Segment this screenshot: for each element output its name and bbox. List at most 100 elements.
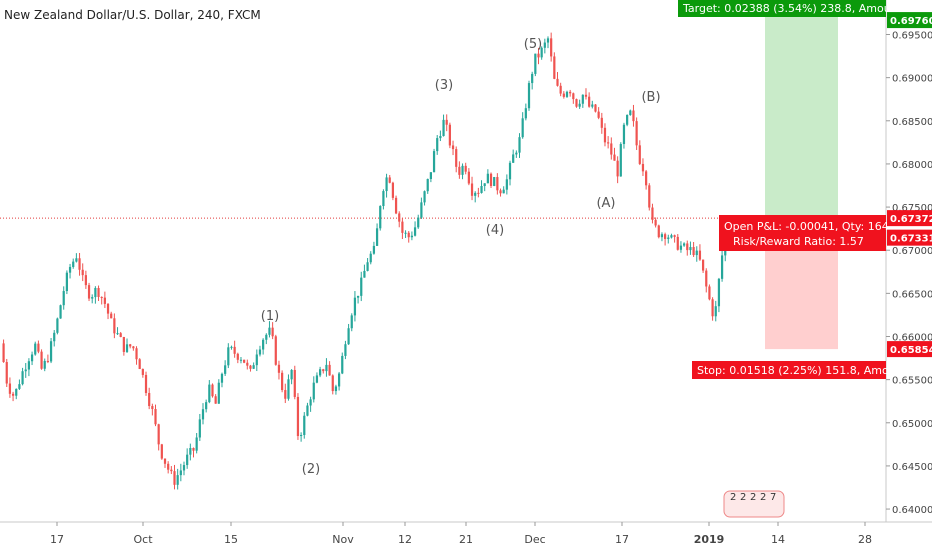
wave-label: (1) bbox=[261, 309, 279, 324]
candle bbox=[619, 144, 622, 177]
candle bbox=[246, 362, 249, 366]
candle bbox=[84, 275, 87, 286]
candle bbox=[49, 341, 53, 362]
candle bbox=[651, 207, 654, 220]
candle bbox=[268, 327, 271, 335]
candle bbox=[94, 288, 97, 298]
candle bbox=[243, 359, 246, 363]
x-tick-label: Dec bbox=[524, 533, 545, 546]
candle bbox=[474, 192, 477, 196]
candle bbox=[717, 278, 721, 307]
candle bbox=[369, 253, 372, 263]
y-tick-label: 0.67500 bbox=[892, 203, 932, 214]
candle bbox=[318, 369, 322, 376]
candle bbox=[129, 344, 132, 347]
y-tick-label: 0.69500 bbox=[892, 31, 932, 42]
y-tick-label: 0.65000 bbox=[892, 419, 932, 430]
candle bbox=[708, 286, 711, 300]
candle bbox=[493, 177, 496, 186]
candle bbox=[262, 339, 265, 350]
candle bbox=[660, 234, 664, 238]
candle bbox=[470, 183, 474, 196]
candle bbox=[360, 277, 363, 296]
candle bbox=[62, 291, 65, 306]
candle bbox=[239, 359, 243, 361]
candle bbox=[350, 315, 353, 329]
candle bbox=[214, 396, 217, 404]
event-badges-box[interactable] bbox=[723, 490, 785, 518]
candle bbox=[382, 191, 385, 207]
candle bbox=[303, 415, 306, 436]
candle bbox=[442, 119, 445, 137]
candle bbox=[483, 183, 486, 187]
candle bbox=[559, 85, 562, 94]
candle bbox=[27, 361, 31, 370]
candle bbox=[205, 402, 208, 410]
candle bbox=[173, 471, 176, 485]
candle bbox=[394, 197, 398, 214]
candle bbox=[689, 247, 692, 251]
candle bbox=[455, 149, 458, 167]
y-tick-label: 0.68000 bbox=[892, 160, 932, 171]
current-price-flag-box bbox=[887, 210, 932, 227]
candle bbox=[287, 379, 290, 399]
candle bbox=[673, 235, 676, 237]
candle bbox=[217, 382, 220, 404]
stop-price-flag: 0.65854 bbox=[890, 345, 932, 356]
candle bbox=[192, 447, 195, 451]
candle bbox=[562, 93, 565, 97]
candle bbox=[711, 299, 714, 317]
candle bbox=[540, 47, 543, 58]
candle bbox=[575, 99, 578, 107]
candle bbox=[648, 185, 651, 208]
candle bbox=[423, 191, 426, 203]
candle bbox=[5, 362, 8, 384]
candle bbox=[486, 173, 489, 184]
candle bbox=[281, 372, 284, 391]
candle bbox=[315, 375, 319, 383]
candle bbox=[56, 318, 59, 333]
candle bbox=[2, 343, 5, 363]
candle bbox=[524, 108, 527, 119]
candle bbox=[189, 447, 192, 455]
candle bbox=[502, 189, 505, 194]
candle bbox=[230, 346, 233, 348]
candle bbox=[75, 258, 78, 262]
candle bbox=[616, 160, 619, 177]
candle bbox=[151, 406, 154, 410]
candle bbox=[198, 419, 201, 438]
candle bbox=[603, 127, 607, 143]
candle bbox=[654, 219, 657, 226]
candle bbox=[138, 359, 141, 370]
candle bbox=[46, 360, 50, 362]
candle bbox=[413, 227, 417, 236]
x-tick-label: 17 bbox=[615, 533, 629, 546]
candle bbox=[407, 232, 410, 238]
candle bbox=[148, 392, 151, 407]
candle bbox=[594, 104, 597, 112]
candle bbox=[43, 360, 46, 369]
candle bbox=[227, 347, 230, 366]
target-label: Target: 0.02388 (3.54%) 238.8, Amount: bbox=[682, 2, 906, 15]
candle bbox=[141, 369, 144, 375]
candle bbox=[572, 93, 575, 100]
candle bbox=[686, 243, 689, 251]
y-tick-label: 0.64000 bbox=[892, 505, 932, 516]
wave-label: (A) bbox=[596, 196, 615, 211]
target-price-flag: 0.69760 bbox=[890, 16, 932, 27]
candle bbox=[565, 91, 569, 97]
candle bbox=[91, 297, 94, 299]
candle bbox=[622, 124, 626, 145]
candle bbox=[458, 166, 461, 175]
candle bbox=[347, 328, 350, 345]
wave-label: (3) bbox=[435, 78, 453, 93]
candle bbox=[531, 73, 534, 84]
candle bbox=[331, 375, 334, 392]
candle bbox=[543, 42, 546, 48]
candle bbox=[290, 369, 293, 380]
y-tick-label: 0.66000 bbox=[892, 332, 932, 343]
candle bbox=[8, 383, 12, 394]
candle bbox=[410, 235, 414, 238]
pnl-label-box bbox=[719, 215, 886, 251]
